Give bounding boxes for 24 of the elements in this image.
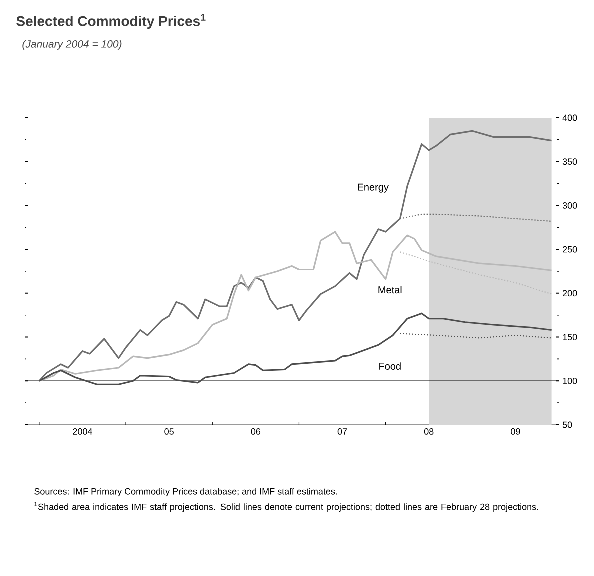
x-tick-label: 06: [251, 428, 261, 435]
y-tick-label: 250: [563, 246, 578, 253]
chart-title: Selected Commodity Prices$^{1}$: [16, 14, 206, 30]
line-series: [38, 231, 553, 382]
x-tick-label: 09: [511, 428, 520, 435]
y-tick-label: 400: [562, 114, 578, 122]
x-tick-label: 05: [164, 428, 174, 435]
line-series: [38, 312, 553, 386]
line-series: [38, 130, 553, 382]
chart-subtitle: (January 2004 = 100): [22, 40, 122, 50]
y-tick-label: 150: [563, 334, 578, 340]
y-tick-label: 100: [563, 378, 578, 384]
y-tick-label: 50: [562, 422, 572, 428]
y-tick-label: 200: [563, 290, 578, 297]
x-tick-label: 07: [338, 428, 348, 435]
x-tick-label: 2004: [73, 428, 92, 435]
y-tick-label: 350: [562, 158, 578, 166]
x-tick-label: 08: [424, 428, 434, 435]
y-tick-label: 300: [562, 202, 578, 209]
source-note: Sources: IMF Primary Commodity Prices database; and IMF staff estimates.: [34, 488, 338, 497]
series-label: Food: [380, 362, 401, 370]
text: $^{1}$Shaded area indicates IMF staff projections. Solid lines denote current projections; dotted lines are February 28 projections.: [34, 502, 538, 512]
series-label: Metal: [378, 286, 402, 294]
series-label: Energy: [358, 184, 389, 193]
